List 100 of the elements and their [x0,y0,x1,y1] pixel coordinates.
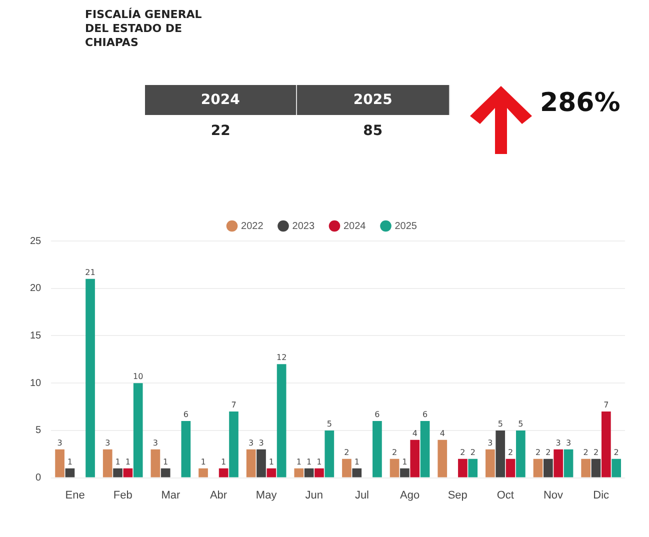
data-label: 2 [344,448,350,457]
data-label: 2 [583,448,588,457]
x-tick-label: Nov [543,489,564,502]
data-label: 2 [508,448,514,457]
bar [256,449,266,478]
text: 286% [540,88,620,118]
bar [218,468,228,478]
bar [324,430,334,478]
x-tick-label: Sep [448,489,468,502]
data-label: 3 [248,438,254,448]
data-label: 6 [183,410,188,420]
data-label: 12 [276,353,287,362]
x-tick-label: Abr [210,489,228,502]
bar [150,449,160,478]
data-label: 3 [152,438,158,448]
x-tick-label: Feb [113,489,132,502]
bar [410,440,420,478]
bar [420,420,430,478]
bar [516,430,526,478]
data-label: 1 [163,457,168,466]
text: 2025 [296,85,450,115]
bar [591,458,601,478]
bar [612,458,622,478]
data-label: 4 [412,428,418,438]
bar [181,420,191,478]
bar [601,411,611,478]
data-label: 2 [614,448,619,457]
legend-label: 2024 [344,220,366,232]
bar [564,449,574,478]
y-tick-label: 0 [36,472,42,484]
bar [198,468,208,478]
bar [133,383,143,478]
data-label: 2 [470,448,476,457]
data-label: 6 [374,410,380,420]
bar [102,449,112,478]
bar [314,468,324,478]
bar [486,449,495,478]
bar [372,420,382,478]
x-tick-label: Ago [400,489,420,502]
bar [390,458,400,478]
data-label: 2 [593,448,599,457]
bar [458,458,468,478]
bar [65,468,75,478]
text: 22 [210,122,232,141]
data-label: 5 [518,420,524,429]
bar [123,468,133,478]
data-label: 2 [460,448,466,457]
data-label: 6 [422,410,428,420]
data-label: 1 [221,457,226,466]
data-label: 4 [440,428,445,438]
bar [496,430,506,478]
bar [342,458,352,478]
bar [266,468,276,478]
data-label: 1 [268,457,274,466]
x-tick-label: Dic [593,489,610,502]
data-label: 10 [133,372,144,382]
x-tick-label: Jun [305,489,324,502]
data-label: 1 [115,457,120,466]
data-label: 1 [354,457,360,466]
bar [506,458,516,478]
data-label: 1 [296,457,302,466]
legend-label: 2023 [292,220,315,232]
y-tick-label: 25 [30,236,42,247]
bar [400,468,410,478]
data-label: 2 [546,448,551,457]
bar [229,411,238,478]
data-label: 3 [566,438,572,448]
data-label: 1 [67,457,72,466]
data-label: 5 [498,420,503,429]
bar [352,468,362,478]
text: 85 [362,122,384,141]
data-label: 21 [85,268,96,277]
text: FISCALÍA GENERAL DEL ESTADO DE CHIAPAS [85,8,203,50]
data-label: 3 [57,438,62,448]
data-label: 2 [392,448,398,457]
data-label: 1 [200,457,206,466]
data-label: 2 [535,448,541,457]
data-label: 3 [105,438,110,448]
data-label: 1 [316,457,322,466]
data-label: 3 [258,438,264,448]
y-tick-label: 20 [30,283,42,294]
y-tick-label: 5 [36,425,42,436]
data-label: 7 [231,400,236,410]
bar [438,440,448,478]
bar [544,458,553,478]
bar [246,449,256,478]
bar [160,468,170,478]
bar [554,449,564,478]
x-tick-label: May [256,489,278,502]
bar [468,458,478,478]
bar [294,468,304,478]
x-tick-label: Mar [161,489,180,502]
legend-label: 2025 [394,220,418,232]
bar [113,468,122,478]
data-label: 3 [556,438,561,448]
bar [581,458,591,478]
data-label: 1 [306,457,312,466]
x-tick-label: Oct [496,489,514,502]
text: 2024 [145,85,296,115]
x-tick-label: Ene [65,489,85,502]
